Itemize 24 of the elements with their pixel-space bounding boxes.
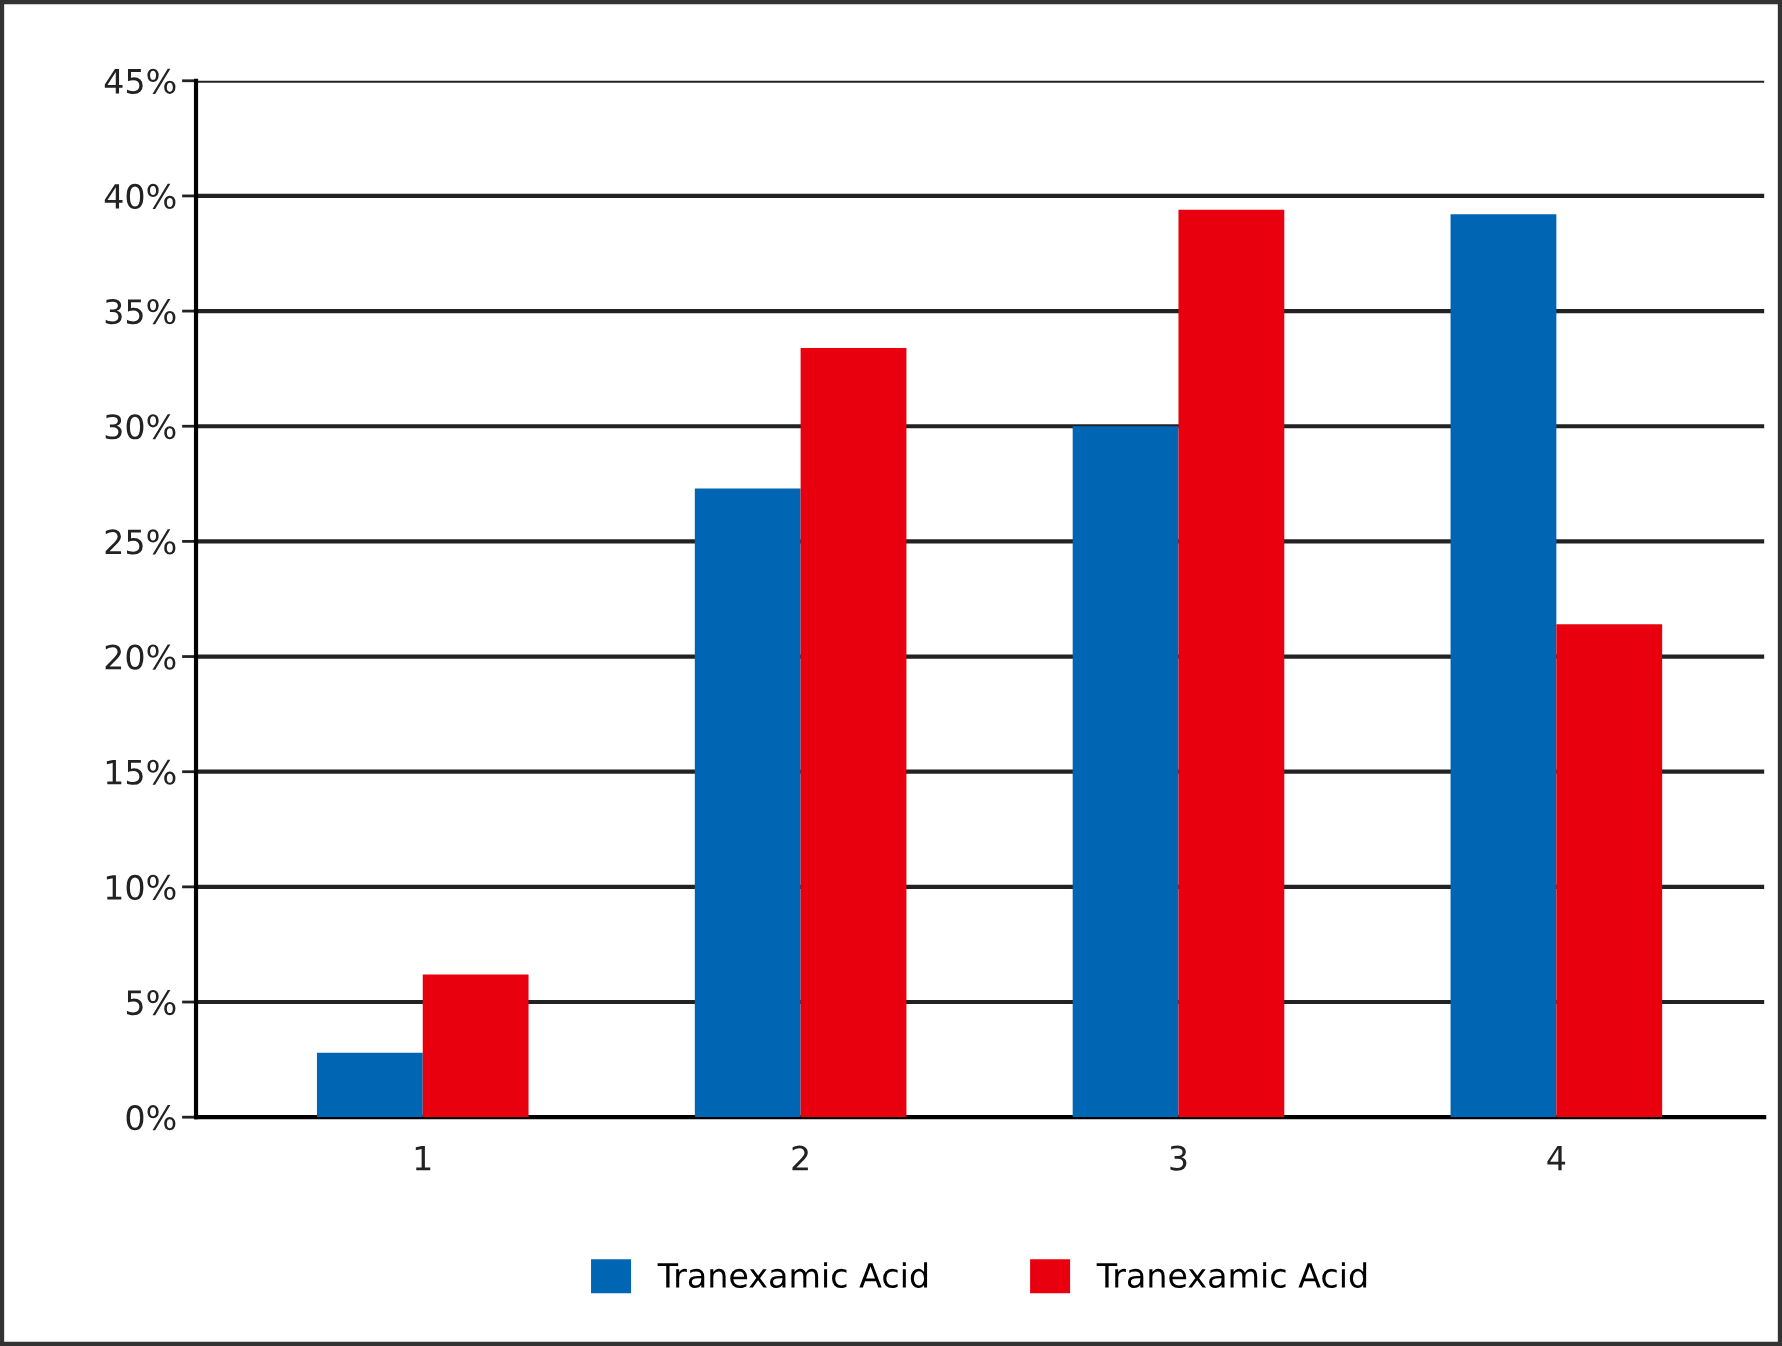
- bar: [800, 347, 907, 1118]
- bar: [316, 1052, 423, 1118]
- bar: [1178, 209, 1285, 1118]
- bar: [422, 974, 529, 1118]
- y-tick-label: 5%: [126, 989, 176, 1016]
- y-tick-label: 15%: [106, 759, 176, 785]
- y-tick-label: 25%: [105, 529, 176, 555]
- x-tick-label: 4: [1547, 1145, 1566, 1171]
- legend-label: Tranexamic Acid: [1096, 1262, 1367, 1289]
- y-tick-label: 0%: [126, 1105, 176, 1131]
- bar: [1556, 624, 1663, 1118]
- legend-label: Tranexamic Acid: [657, 1262, 928, 1289]
- x-tick-label: 2: [792, 1145, 808, 1171]
- x-tick-label: 3: [1170, 1145, 1187, 1171]
- y-tick-label: 40%: [104, 183, 176, 210]
- y-tick-label: 10%: [106, 874, 176, 900]
- bar: [694, 488, 801, 1118]
- y-tick-label: 45%: [104, 68, 176, 94]
- x-tick-label: 1: [415, 1145, 431, 1171]
- y-tick-label: 20%: [105, 644, 176, 670]
- y-tick-label: 30%: [105, 414, 176, 440]
- bar: [1450, 214, 1557, 1118]
- bar: [1072, 426, 1179, 1118]
- y-tick-label: 35%: [105, 299, 176, 325]
